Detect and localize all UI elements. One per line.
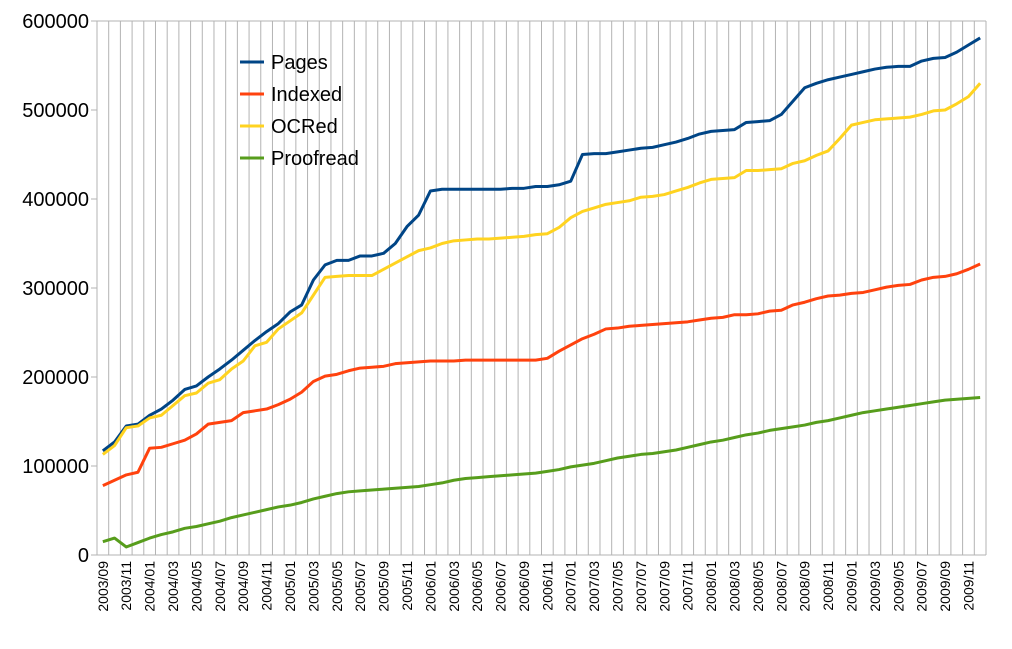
x-tick-label: 2008/11: [820, 561, 836, 611]
x-tick-label: 2006/07: [493, 561, 509, 612]
y-tick-label: 400000: [22, 189, 89, 211]
x-tick-label: 2004/01: [142, 561, 158, 612]
x-tick-label: 2009/01: [843, 561, 859, 612]
x-tick-label: 2003/11: [118, 561, 134, 611]
x-tick-label: 2008/01: [703, 561, 719, 612]
x-tick-label: 2009/05: [890, 561, 906, 612]
x-tick-label: 2009/03: [867, 561, 883, 612]
y-tick-label: 500000: [22, 100, 89, 122]
x-tick-label: 2007/01: [563, 561, 579, 612]
x-tick-label: 2008/05: [750, 561, 766, 612]
series-lines: [101, 36, 982, 549]
series-line-ocred: [101, 82, 982, 456]
x-tick-label: 2008/07: [773, 561, 789, 612]
x-tick-label: 2005/03: [305, 561, 321, 612]
x-tick-label: 2004/11: [259, 561, 275, 611]
legend: Pages Indexed OCRed Proofread: [240, 52, 359, 170]
x-tick-label: 2005/05: [329, 561, 345, 612]
x-tick-label: 2005/11: [399, 561, 415, 611]
legend-label-proofread: Proofread: [271, 148, 359, 170]
x-tick-label: 2008/09: [797, 561, 813, 612]
x-tick-label: 2004/05: [188, 561, 204, 612]
x-tick-label: 2006/09: [516, 561, 532, 612]
x-tick-label: 2007/09: [656, 561, 672, 612]
x-tick-label: 2003/09: [95, 561, 111, 612]
x-tick-label: 2005/01: [282, 561, 298, 612]
x-tick-label: 2005/07: [352, 561, 368, 612]
y-tick-label: 600000: [22, 11, 89, 33]
x-tick-label: 2004/03: [165, 561, 181, 612]
x-tick-label: 2009/07: [914, 561, 930, 612]
legend-label-ocred: OCRed: [271, 116, 338, 138]
series-line-indexed: [102, 262, 981, 487]
x-tick-label: 2009/09: [937, 561, 953, 612]
x-tick-label: 2009/11: [960, 561, 976, 611]
x-tick-label: 2008/03: [727, 561, 743, 612]
legend-label-pages: Pages: [271, 52, 328, 74]
x-tick-label: 2005/09: [376, 561, 392, 612]
x-tick-label: 2006/05: [469, 561, 485, 612]
series-line-pages: [101, 36, 981, 453]
y-tick-label: 0: [78, 545, 89, 567]
x-tick-label: 2007/05: [610, 561, 626, 612]
y-tick-label: 300000: [22, 278, 89, 300]
y-tick-label: 100000: [22, 456, 89, 478]
x-tick-label: 2004/07: [212, 561, 228, 612]
legend-label-indexed: Indexed: [271, 84, 342, 106]
x-tick-label: 2004/09: [235, 561, 251, 612]
x-tick-label: 2007/11: [680, 561, 696, 611]
y-tick-label: 200000: [22, 367, 89, 389]
x-tick-label: 2006/01: [422, 561, 438, 612]
x-axis-tick-labels: 2003/09 2003/11 2004/01 2004/03 2004/05 2004/…: [95, 561, 977, 612]
x-tick-label: 2007/03: [586, 561, 602, 612]
x-tick-label: 2006/03: [446, 561, 462, 612]
x-tick-label: 2007/07: [633, 561, 649, 612]
vertical-gridlines: [108, 21, 975, 555]
series-line-proofread: [102, 395, 981, 549]
y-axis-tick-labels: 0 100000 200000 300000 400000 500000 600000: [22, 11, 97, 567]
x-tick-label: 2006/11: [539, 561, 555, 611]
